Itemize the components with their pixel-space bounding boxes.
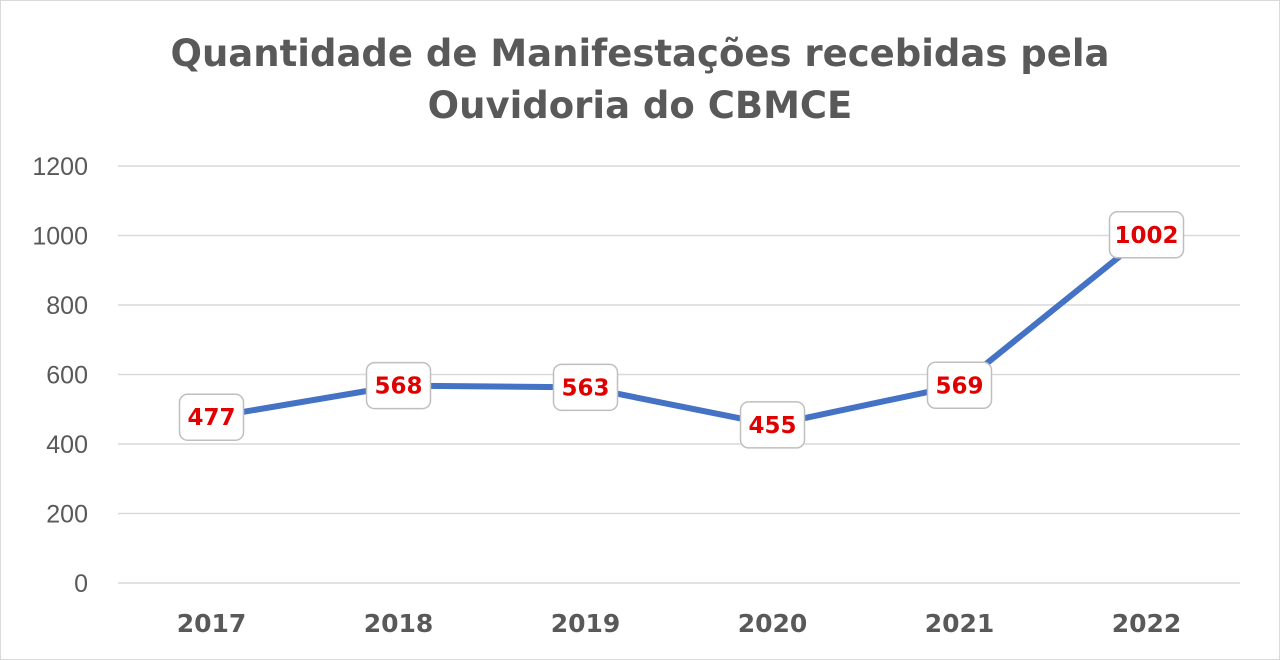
data-label-box [552, 363, 619, 412]
x-tick-label: 2021 [925, 609, 995, 638]
data-label-text: 455 [748, 413, 796, 439]
data-label-text: 568 [374, 374, 422, 400]
y-axis-ticks: 0 200 400 600 800 1000 1200 [32, 153, 88, 598]
data-label-box [178, 393, 245, 441]
y-tick-label: 1000 [32, 223, 88, 251]
x-tick-label: 2022 [1112, 609, 1182, 638]
chart-title: Quantidade de Manifestações recebidas pe… [0, 28, 1280, 132]
data-label: 455 [739, 401, 806, 449]
x-tick-label: 2020 [738, 609, 808, 638]
x-tick-label: 2019 [551, 609, 621, 638]
data-label: 569 [926, 361, 993, 410]
series [208, 231, 1150, 428]
y-tick-label: 400 [46, 431, 88, 459]
data-label-text: 477 [187, 405, 235, 431]
data-label-text: 563 [561, 375, 609, 401]
data-label: 563 [552, 363, 619, 412]
data-label: 568 [365, 361, 432, 410]
y-tick-label: 1200 [32, 153, 88, 181]
data-label-text: 569 [935, 373, 983, 399]
chart-title-line-1: Quantidade de Manifestações recebidas pe… [170, 32, 1110, 75]
x-tick-label: 2017 [177, 609, 247, 638]
data-label-box [739, 401, 806, 449]
x-axis-ticks: 2017 2018 2019 2020 2021 2022 [177, 609, 1182, 638]
y-tick-label: 800 [46, 292, 88, 320]
data-labels: 477 568 563 455 569 1002 [178, 211, 1185, 449]
data-label-box [365, 361, 432, 410]
y-tick-label: 0 [74, 570, 88, 598]
series-line [208, 231, 1150, 428]
y-tick-label: 600 [46, 362, 88, 390]
gridlines [118, 165, 1240, 584]
chart-title-line-2: Ouvidoria do CBMCE [427, 84, 853, 127]
data-label: 477 [178, 393, 245, 441]
data-label: 1002 [1108, 211, 1185, 259]
data-label-box [1108, 211, 1185, 259]
y-tick-label: 200 [46, 501, 88, 529]
x-tick-label: 2018 [364, 609, 434, 638]
data-label-box [926, 361, 993, 410]
data-label-text: 1002 [1114, 223, 1178, 249]
